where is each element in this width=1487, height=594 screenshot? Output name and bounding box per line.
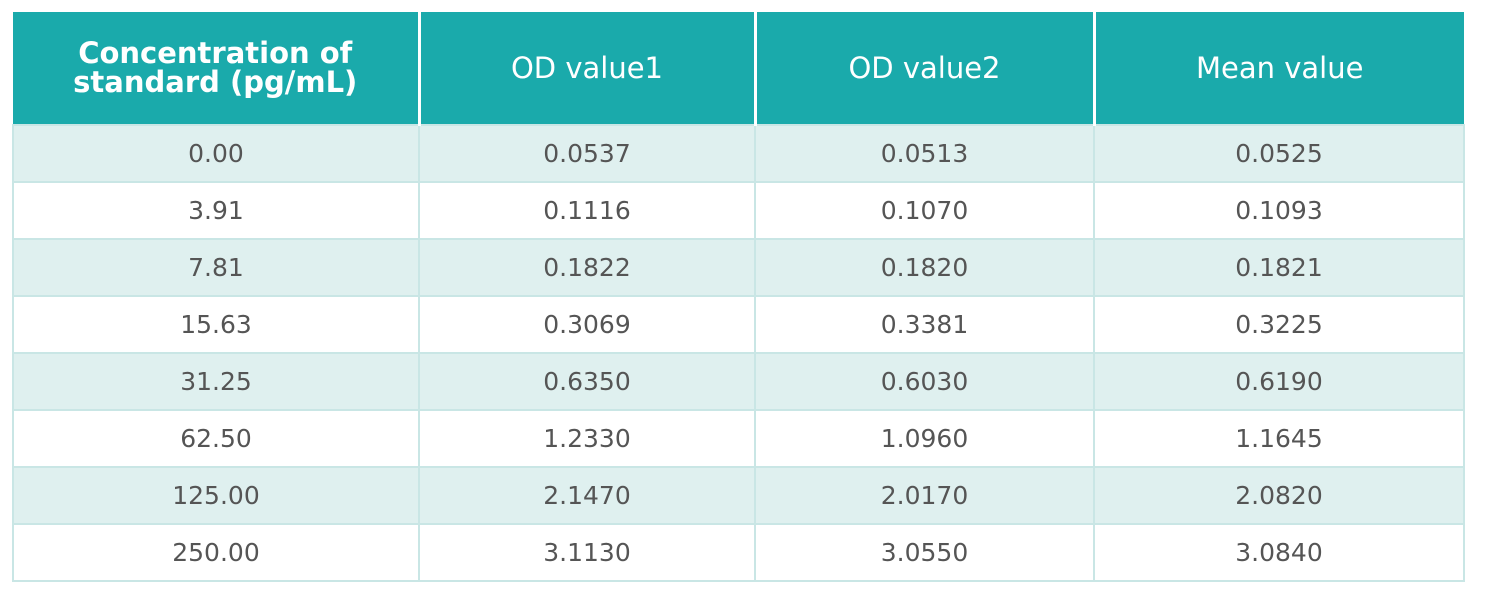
- cell-mean-value: 0.6190: [1093, 352, 1465, 411]
- cell-od-value2: 2.0170: [754, 466, 1095, 525]
- header-concentration: Concentration of standard (pg/mL): [13, 12, 421, 125]
- table-row: 7.81 0.1822 0.1820 0.1821: [12, 238, 1465, 297]
- table-row: 3.91 0.1116 0.1070 0.1093: [12, 181, 1465, 240]
- cell-concentration: 15.63: [12, 295, 420, 354]
- cell-concentration: 125.00: [12, 466, 420, 525]
- cell-concentration: 62.50: [12, 409, 420, 468]
- cell-mean-value: 0.3225: [1093, 295, 1465, 354]
- table-row: 62.50 1.2330 1.0960 1.1645: [12, 409, 1465, 468]
- cell-od-value1: 0.1822: [418, 238, 756, 297]
- cell-mean-value: 3.0840: [1093, 523, 1465, 582]
- cell-od-value1: 1.2330: [418, 409, 756, 468]
- standard-curve-table: Concentration of standard (pg/mL) OD val…: [12, 12, 1465, 582]
- table-row: 15.63 0.3069 0.3381 0.3225: [12, 295, 1465, 354]
- table-row: 250.00 3.1130 3.0550 3.0840: [12, 523, 1465, 582]
- cell-od-value1: 3.1130: [418, 523, 756, 582]
- cell-od-value2: 3.0550: [754, 523, 1095, 582]
- cell-od-value2: 1.0960: [754, 409, 1095, 468]
- cell-od-value1: 0.0537: [418, 124, 756, 183]
- cell-od-value2: 0.1070: [754, 181, 1095, 240]
- cell-mean-value: 1.1645: [1093, 409, 1465, 468]
- cell-mean-value: 0.1821: [1093, 238, 1465, 297]
- cell-concentration: 250.00: [12, 523, 420, 582]
- header-row: Concentration of standard (pg/mL) OD val…: [13, 12, 1464, 125]
- table-body: 0.00 0.0537 0.0513 0.0525 3.91 0.1116 0.…: [12, 124, 1465, 582]
- cell-mean-value: 0.1093: [1093, 181, 1465, 240]
- cell-concentration: 0.00: [12, 124, 420, 183]
- header-od-value1: OD value1: [417, 12, 757, 125]
- cell-od-value2: 0.0513: [754, 124, 1095, 183]
- cell-od-value1: 0.1116: [418, 181, 756, 240]
- standard-curve-table-container: Concentration of standard (pg/mL) OD val…: [12, 12, 1465, 582]
- header-od-value2: OD value2: [753, 12, 1096, 125]
- cell-od-value1: 0.3069: [418, 295, 756, 354]
- cell-concentration: 3.91: [12, 181, 420, 240]
- header-mean-value: Mean value: [1092, 12, 1464, 125]
- cell-od-value2: 0.6030: [754, 352, 1095, 411]
- table-row: 0.00 0.0537 0.0513 0.0525: [12, 124, 1465, 183]
- cell-mean-value: 2.0820: [1093, 466, 1465, 525]
- cell-concentration: 31.25: [12, 352, 420, 411]
- cell-od-value2: 0.3381: [754, 295, 1095, 354]
- cell-mean-value: 0.0525: [1093, 124, 1465, 183]
- cell-od-value1: 0.6350: [418, 352, 756, 411]
- cell-concentration: 7.81: [12, 238, 420, 297]
- cell-od-value1: 2.1470: [418, 466, 756, 525]
- table-header: Concentration of standard (pg/mL) OD val…: [13, 12, 1464, 125]
- table-row: 125.00 2.1470 2.0170 2.0820: [12, 466, 1465, 525]
- cell-od-value2: 0.1820: [754, 238, 1095, 297]
- table-row: 31.25 0.6350 0.6030 0.6190: [12, 352, 1465, 411]
